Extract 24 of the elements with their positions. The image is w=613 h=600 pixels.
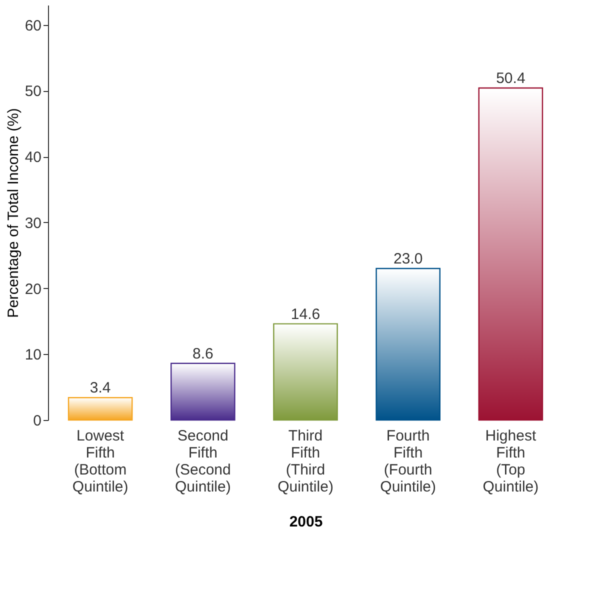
x-tick-label: Lowest Fifth (Bottom Quintile)	[72, 428, 128, 496]
x-tick-label: Third Fifth (Third Quintile)	[278, 428, 334, 496]
data-label: 14.6	[290, 306, 320, 323]
data-label: 23.0	[393, 250, 423, 268]
y-tick-label: 30	[24, 214, 42, 232]
y-tick-label: 60	[24, 17, 42, 34]
bar	[68, 397, 133, 421]
bar	[376, 268, 440, 421]
y-tick-label: 40	[24, 149, 42, 166]
y-axis-title: Percentage of Total Income (%)	[4, 108, 22, 318]
data-label: 8.6	[192, 345, 214, 362]
x-tick-label: Fourth Fifth (Fourth Quintile)	[380, 428, 436, 496]
y-tick-label: 0	[33, 412, 42, 430]
bar	[170, 362, 236, 421]
y-tick-label: 10	[24, 346, 42, 364]
bar	[273, 323, 338, 421]
x-axis-title: 2005	[289, 514, 323, 530]
x-tick-label: Highest Fifth (Top Quintile)	[482, 428, 539, 496]
bar	[478, 87, 544, 421]
y-tick-label: 20	[24, 280, 42, 298]
data-label: 50.4	[496, 70, 526, 87]
data-label: 3.4	[90, 380, 111, 397]
y-tick-label: 50	[24, 83, 42, 100]
x-tick-label: Second Fifth (Second Quintile)	[174, 428, 231, 496]
